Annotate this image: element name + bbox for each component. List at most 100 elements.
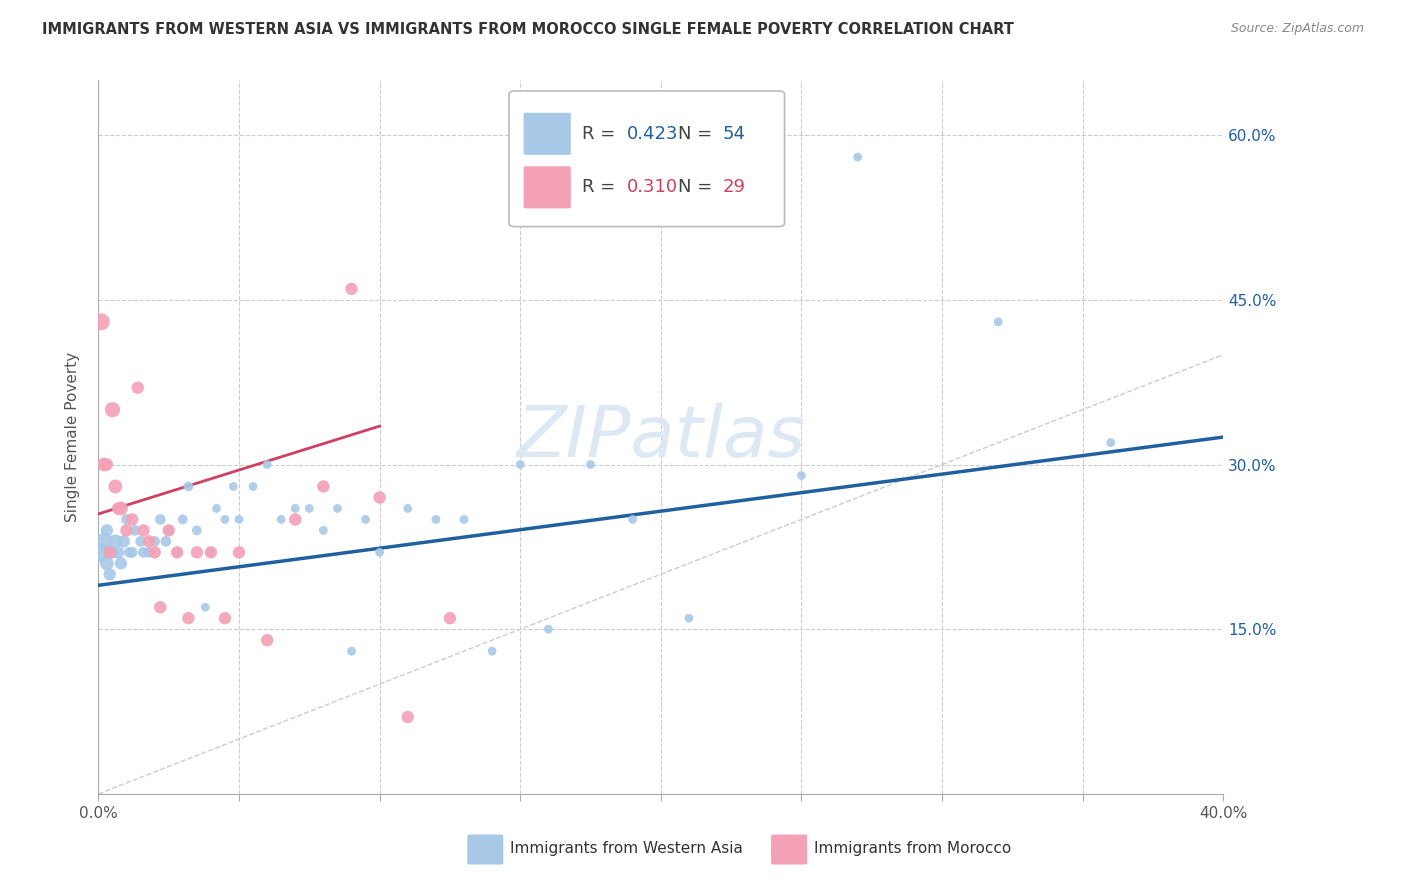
- Point: [579, 458, 602, 472]
- Point: [228, 545, 250, 559]
- Point: [107, 501, 129, 516]
- Point: [481, 644, 503, 658]
- Point: [439, 611, 461, 625]
- Text: N =: N =: [678, 178, 717, 196]
- Point: [124, 524, 146, 538]
- Text: Source: ZipAtlas.com: Source: ZipAtlas.com: [1230, 22, 1364, 36]
- Point: [149, 600, 172, 615]
- Text: Immigrants from Western Asia: Immigrants from Western Asia: [510, 841, 742, 856]
- Point: [138, 534, 160, 549]
- Point: [112, 534, 135, 549]
- Point: [340, 644, 363, 658]
- Point: [284, 501, 307, 516]
- Point: [118, 545, 141, 559]
- Point: [368, 545, 391, 559]
- Point: [115, 512, 138, 526]
- Point: [93, 534, 115, 549]
- Point: [98, 545, 121, 559]
- Point: [242, 479, 264, 493]
- Point: [678, 611, 700, 625]
- Point: [270, 512, 292, 526]
- Point: [453, 512, 475, 526]
- Point: [143, 534, 166, 549]
- Point: [149, 512, 172, 526]
- Point: [298, 501, 321, 516]
- Point: [312, 479, 335, 493]
- Point: [284, 512, 307, 526]
- Point: [138, 545, 160, 559]
- Point: [214, 512, 236, 526]
- Point: [101, 402, 124, 417]
- Point: [256, 633, 278, 648]
- Point: [166, 545, 188, 559]
- Text: ZIPatlas: ZIPatlas: [516, 402, 806, 472]
- Point: [110, 557, 132, 571]
- Point: [194, 600, 217, 615]
- Point: [354, 512, 377, 526]
- Point: [96, 557, 118, 571]
- Point: [987, 315, 1010, 329]
- Text: N =: N =: [678, 125, 717, 143]
- Point: [509, 458, 531, 472]
- Point: [155, 534, 177, 549]
- Text: R =: R =: [582, 125, 621, 143]
- Point: [368, 491, 391, 505]
- Point: [157, 524, 180, 538]
- Point: [537, 622, 560, 636]
- Point: [98, 567, 121, 582]
- Point: [1099, 435, 1122, 450]
- Point: [129, 534, 152, 549]
- Point: [846, 150, 869, 164]
- Point: [200, 545, 222, 559]
- Point: [425, 512, 447, 526]
- Point: [121, 545, 143, 559]
- Point: [214, 611, 236, 625]
- Text: IMMIGRANTS FROM WESTERN ASIA VS IMMIGRANTS FROM MOROCCO SINGLE FEMALE POVERTY CO: IMMIGRANTS FROM WESTERN ASIA VS IMMIGRAN…: [42, 22, 1014, 37]
- Point: [396, 501, 419, 516]
- Point: [177, 479, 200, 493]
- Point: [200, 545, 222, 559]
- Point: [104, 479, 127, 493]
- Point: [143, 545, 166, 559]
- Point: [107, 545, 129, 559]
- Point: [228, 512, 250, 526]
- Point: [96, 524, 118, 538]
- Point: [115, 524, 138, 538]
- Point: [205, 501, 228, 516]
- Point: [96, 458, 118, 472]
- FancyBboxPatch shape: [770, 835, 807, 864]
- Point: [256, 458, 278, 472]
- Point: [172, 512, 194, 526]
- Point: [312, 524, 335, 538]
- Point: [340, 282, 363, 296]
- Point: [104, 534, 127, 549]
- Text: 0.423: 0.423: [627, 125, 679, 143]
- FancyBboxPatch shape: [509, 91, 785, 227]
- Text: 54: 54: [723, 125, 745, 143]
- FancyBboxPatch shape: [467, 835, 503, 864]
- Text: 29: 29: [723, 178, 745, 196]
- Point: [132, 524, 155, 538]
- Point: [110, 501, 132, 516]
- Text: Immigrants from Morocco: Immigrants from Morocco: [814, 841, 1011, 856]
- Point: [186, 545, 208, 559]
- Point: [101, 545, 124, 559]
- Text: R =: R =: [582, 178, 621, 196]
- Point: [177, 611, 200, 625]
- FancyBboxPatch shape: [523, 112, 571, 155]
- Text: 0.310: 0.310: [627, 178, 678, 196]
- Point: [90, 545, 112, 559]
- Point: [121, 512, 143, 526]
- Point: [132, 545, 155, 559]
- Point: [222, 479, 245, 493]
- FancyBboxPatch shape: [523, 166, 571, 209]
- Point: [186, 524, 208, 538]
- Y-axis label: Single Female Poverty: Single Female Poverty: [65, 352, 80, 522]
- Point: [621, 512, 644, 526]
- Point: [396, 710, 419, 724]
- Point: [790, 468, 813, 483]
- Point: [326, 501, 349, 516]
- Point: [157, 524, 180, 538]
- Point: [90, 315, 112, 329]
- Point: [93, 458, 115, 472]
